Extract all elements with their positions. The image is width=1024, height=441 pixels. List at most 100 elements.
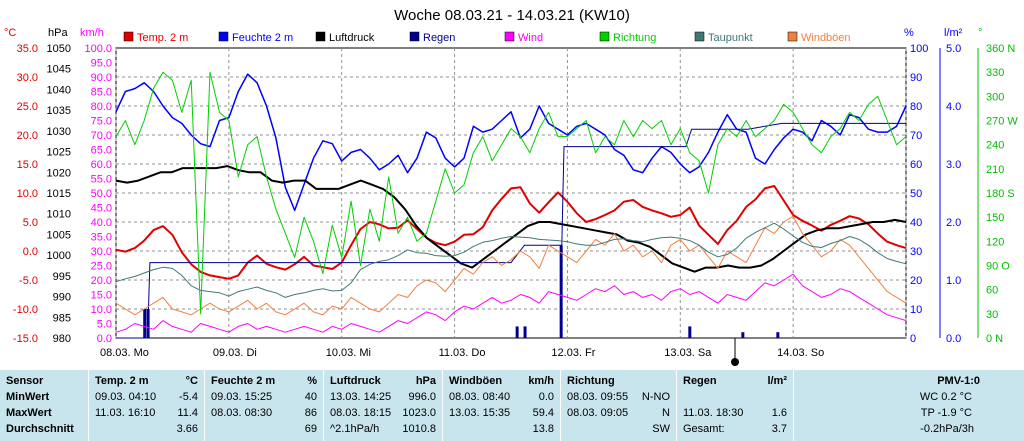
wind-axis-tick-label: 5.0 [97,319,112,331]
direction-axis-tick-label: 0 N [986,333,1003,345]
pressure-axis-tick-label: 1040 [47,84,71,96]
legend-label: Richtung [613,32,656,44]
stats-cell: 08.03. 09:55 [567,391,629,403]
stats-col-humidity: Feuchte 2 m% 09.03. 15:25 40 08.03. 08:30… [205,370,323,441]
stats-col-rain: Regen l/m² 11.03. 18:30 1.6 Gesamt: 3.7 [677,370,793,441]
rain-bar [143,309,147,338]
rain-bar [688,326,692,338]
humidity-axis-tick-label: 100 [910,43,928,55]
direction-axis-tick-label: 210 [986,164,1004,176]
direction-axis-tick-label: 300 [986,91,1004,103]
stats-cell: 996.0 [408,391,436,403]
stats-cell: 13.03. 14:25 [330,391,392,403]
wind-axis-tick-label: 80.0 [91,101,112,113]
pressure-axis-unit: hPa [48,27,68,39]
stats-divider [323,370,324,441]
legend-swatch [409,31,420,42]
stats-cell: TP -1.9 °C [920,407,972,419]
stats-col-pmv: PMV-1:0 WC 0.2 °C TP -1.9 °C -0.2hPa/3h [794,370,1024,441]
humidity-axis-tick-label: 60 [910,159,922,171]
wind-axis-tick-label: 60.0 [91,159,112,171]
temp-axis-tick-label: 25.0 [17,101,38,113]
wind-axis-tick-label: 10.0 [91,304,112,316]
stats-cell: 11.03. 16:10 [95,407,156,419]
stats-header-pressure-unit: hPa [415,375,436,387]
legend-label: Wind [518,32,543,44]
stats-cell: N-NO [641,391,670,403]
stats-cell: 86 [304,407,317,419]
legend-swatch [787,31,798,42]
stats-divider [793,370,794,441]
direction-axis-tick-label: 240 [986,140,1004,152]
humidity-axis-tick-label: 50 [910,188,922,200]
direction-axis-tick-label: 270 W [986,116,1018,128]
legend-swatch [599,31,610,42]
pressure-axis-tick-label: 1035 [47,105,71,117]
pressure-axis-tick-label: 1005 [47,229,71,241]
x-axis-label: 09.03. Di [213,347,257,359]
stats-header-direction: Richtung [567,375,615,387]
rain-axis-tick-label: 0.0 [946,333,961,345]
stats-cell: 08.03. 18:15 [330,407,392,419]
temp-axis-tick-label: -10.0 [13,304,38,316]
stats-cell: N [662,407,670,419]
rain-axis-tick-label: 3.0 [946,159,961,171]
legend-swatch [694,31,705,42]
humidity-axis-tick-label: 80 [910,101,922,113]
stats-cell: -0.2hPa/3h [920,423,974,435]
stats-cell: 1023.0 [402,407,436,419]
pressure-axis-tick-label: 1030 [47,126,71,138]
pressure-axis-tick-label: 1010 [47,209,71,221]
stats-cell: 3.66 [176,423,198,435]
legend-swatch [315,31,326,42]
stats-divider [204,370,205,441]
stats-cell: 1.6 [771,407,787,419]
chart-canvas: Woche 08.03.21 - 14.03.21 (KW10) Temp. 2 … [4,7,1018,366]
stats-col-direction: Richtung 08.03. 09:55 N-NO 08.03. 09:05 N … [561,370,676,441]
rain-axis-tick-label: 1.0 [946,275,961,287]
series-line-windb-en [115,215,907,316]
x-axis-label: 08.03. Mo [100,347,149,359]
stats-cell: SW [652,423,670,435]
chart-title: Woche 08.03.21 - 14.03.21 (KW10) [394,7,630,24]
direction-axis-tick-label: 120 [986,236,1004,248]
legend-label: Regen [423,32,455,44]
stats-cell: 09.03. 04:10 [95,391,157,403]
stats-col-temp: Temp. 2 m °C 09.03. 04:10 -5.4 11.03. 16:1… [89,370,204,441]
stats-cell: 59.4 [532,407,554,419]
legend-label: Taupunkt [708,32,753,44]
direction-axis-tick-label: 360 N [986,43,1015,55]
weather-chart: Woche 08.03.21 - 14.03.21 (KW10) Temp. 2 … [4,7,1019,366]
humidity-axis-tick-label: 40 [910,217,922,229]
rain-bar [741,332,745,338]
stats-divider [560,370,561,441]
legend-label: Temp. 2 m [137,32,188,44]
wind-axis-unit: km/h [80,27,104,39]
stats-header-rain-unit: l/m² [767,375,787,387]
stats-header-sensor: Sensor [6,375,44,387]
stats-col-sensor: Sensor MinWert MaxWert Durchschnitt [0,370,88,441]
rain-bar [523,326,527,338]
stats-cell: 69 [304,423,317,435]
series-line-taupunkt [115,222,907,298]
pressure-axis-tick-label: 1025 [47,147,71,159]
stats-col-pressure: Luftdruck hPa 13.03. 14:25 996.0 08.03. 18… [324,370,442,441]
wind-axis-tick-label: 15.0 [91,290,112,302]
series-line-richtung [115,71,907,315]
plot-frame [115,47,907,339]
stats-cell: 11.4 [177,407,198,419]
stats-cell: 13.03. 15:35 [449,407,511,419]
stats-cell: 11.03. 18:30 [683,407,744,419]
wind-axis-tick-label: 0.0 [97,333,112,345]
temp-axis-tick-label: -15.0 [13,333,38,345]
wind-axis-tick-label: 90.0 [91,72,112,84]
direction-axis-tick-label: 90 O [986,261,1010,273]
stats-header-pmv: PMV-1:0 [937,375,980,387]
wind-axis-tick-label: 75.0 [91,116,112,128]
stats-row-label: MinWert [6,391,50,403]
rain-axis-tick-label: 2.0 [946,217,961,229]
temp-axis-tick-label: 0.0 [23,246,38,258]
stats-row-label: Durchschnitt [6,423,74,435]
stats-header-gusts: Windböen [449,375,503,387]
wind-axis-tick-label: 35.0 [91,232,112,244]
